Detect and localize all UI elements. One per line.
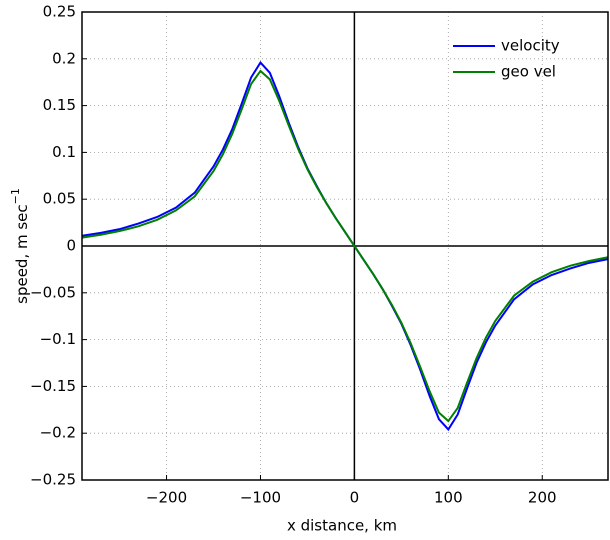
y-axis-label: speed, m sec−1: [9, 188, 31, 304]
y-tick-label: 0.25: [43, 3, 76, 21]
x-tick-label: 100: [434, 489, 463, 507]
y-tick-label: 0.1: [52, 143, 76, 161]
y-tick-label: 0.15: [43, 96, 76, 114]
y-tick-label: 0: [66, 237, 76, 255]
y-tick-label: 0.05: [43, 190, 76, 208]
y-tick-label: −0.05: [30, 283, 76, 301]
x-tick-label: 200: [528, 489, 557, 507]
y-tick-label: −0.25: [30, 471, 76, 489]
plot-lines: [82, 60, 608, 432]
x-tick-label: 0: [350, 489, 360, 507]
y-tick-label: −0.1: [40, 330, 76, 348]
x-axis-label: x distance, km: [287, 517, 397, 535]
x-tick-label: −200: [146, 489, 187, 507]
legend-label: geo vel: [501, 63, 556, 81]
x-tick-label: −100: [240, 489, 281, 507]
y-axis-label-main: speed, m sec: [13, 204, 31, 304]
series-line: [82, 69, 608, 423]
y-tick-label: −0.15: [30, 377, 76, 395]
plot-frame: [81, 11, 609, 481]
y-axis-label-sup: −1: [9, 188, 22, 204]
y-tick-label: 0.2: [52, 49, 76, 67]
legend-label: velocity: [501, 37, 560, 55]
y-tick-label: −0.2: [40, 424, 76, 442]
